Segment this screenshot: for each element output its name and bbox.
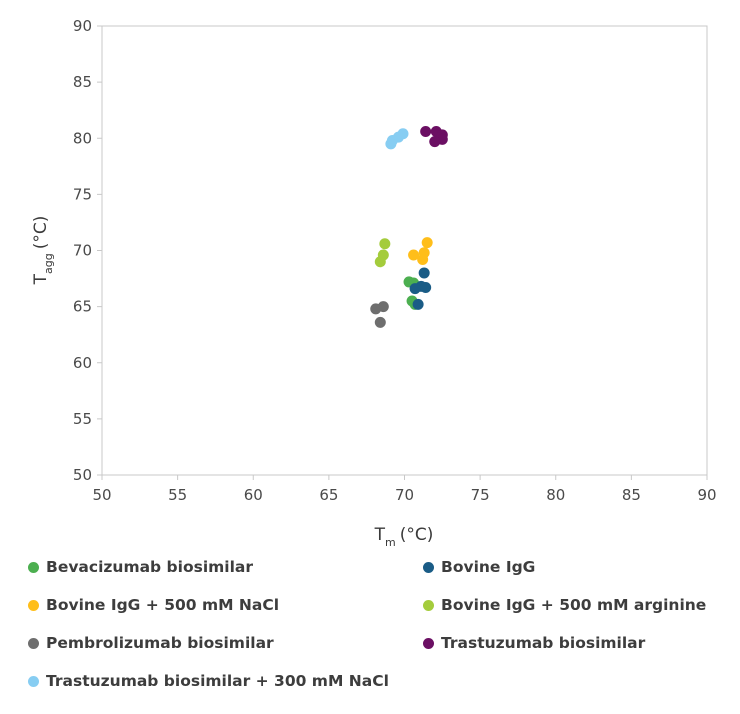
legend-marker <box>28 599 39 611</box>
data-point <box>385 138 397 150</box>
legend-label: Pembrolizumab biosimilar <box>46 634 274 652</box>
y-axis-ticks: 50 55 60 65 70 75 80 85 90 <box>73 17 102 484</box>
series-6 <box>385 128 409 150</box>
plot-axes <box>101 25 708 476</box>
data-point <box>408 249 420 261</box>
legend-marker <box>28 675 39 687</box>
x-axis-ticks: 50 55 60 65 70 75 80 85 90 <box>92 475 717 504</box>
data-point <box>420 126 432 138</box>
x-axis-title: Tm (°C) <box>374 525 434 549</box>
legend-item-bovine-igg: Bovine IgG <box>423 558 535 576</box>
legend-marker <box>28 561 39 573</box>
data-point <box>377 301 389 313</box>
data-points <box>370 126 448 328</box>
data-point <box>412 298 424 310</box>
legend-item-trastuzumab: Trastuzumab biosimilar <box>423 634 645 652</box>
legend-label: Bovine IgG <box>441 558 536 576</box>
series-1 <box>409 267 432 310</box>
plot-area-border <box>101 25 708 476</box>
y-tick-label: 50 <box>73 466 92 484</box>
x-tick-label: 90 <box>697 486 716 504</box>
legend-label: Trastuzumab biosimilar + 300 mM NaCl <box>46 672 389 690</box>
legend-label: Bevacizumab biosimilar <box>46 558 254 576</box>
y-tick-label: 75 <box>73 185 92 203</box>
legend-label: Bovine IgG + 500 mM arginine <box>441 596 707 614</box>
legend-label: Trastuzumab biosimilar <box>441 634 646 652</box>
scatter-chart: 50 55 60 65 70 75 80 85 90 50 55 60 65 70 75 80 85 90 Tm… <box>31 17 717 549</box>
series-4 <box>370 301 389 328</box>
y-tick-label: 80 <box>73 129 92 147</box>
data-point <box>379 238 391 250</box>
x-tick-label: 50 <box>92 486 111 504</box>
data-point <box>409 283 421 295</box>
legend-marker <box>423 637 434 649</box>
data-point <box>429 136 441 148</box>
data-point <box>417 253 429 265</box>
y-tick-label: 65 <box>73 298 92 316</box>
legend-label: Bovine IgG + 500 mM NaCl <box>46 596 280 614</box>
y-tick-label: 85 <box>73 73 92 91</box>
series-5 <box>420 126 448 148</box>
x-tick-label: 85 <box>622 486 641 504</box>
legend-item-pembrolizumab: Pembrolizumab biosimilar <box>28 634 274 652</box>
legend-item-bovine-igg-nacl: Bovine IgG + 500 mM NaCl <box>28 596 279 614</box>
x-tick-label: 80 <box>546 486 565 504</box>
x-tick-label: 55 <box>168 486 187 504</box>
series-3 <box>374 238 391 268</box>
y-tick-label: 60 <box>73 354 92 372</box>
y-tick-label: 55 <box>73 410 92 428</box>
legend-item-bovine-igg-arginine: Bovine IgG + 500 mM arginine <box>423 596 706 614</box>
data-point <box>374 316 386 328</box>
legend-item-trastuzumab-nacl: Trastuzumab biosimilar + 300 mM NaCl <box>28 672 389 690</box>
x-tick-label: 70 <box>395 486 414 504</box>
y-tick-label: 90 <box>73 17 92 35</box>
legend-marker <box>28 637 39 649</box>
legend-marker <box>423 561 434 573</box>
legend-item-bevacizumab: Bevacizumab biosimilar <box>28 558 253 576</box>
data-point <box>374 256 386 268</box>
x-tick-label: 65 <box>319 486 338 504</box>
legend-marker <box>423 599 434 611</box>
series-2 <box>408 237 433 265</box>
x-tick-label: 75 <box>471 486 490 504</box>
data-point <box>418 267 430 279</box>
y-axis-title: Tagg(°C) <box>31 216 55 286</box>
data-point <box>421 237 433 249</box>
x-tick-label: 60 <box>244 486 263 504</box>
data-point <box>420 282 432 294</box>
y-tick-label: 70 <box>73 242 92 260</box>
